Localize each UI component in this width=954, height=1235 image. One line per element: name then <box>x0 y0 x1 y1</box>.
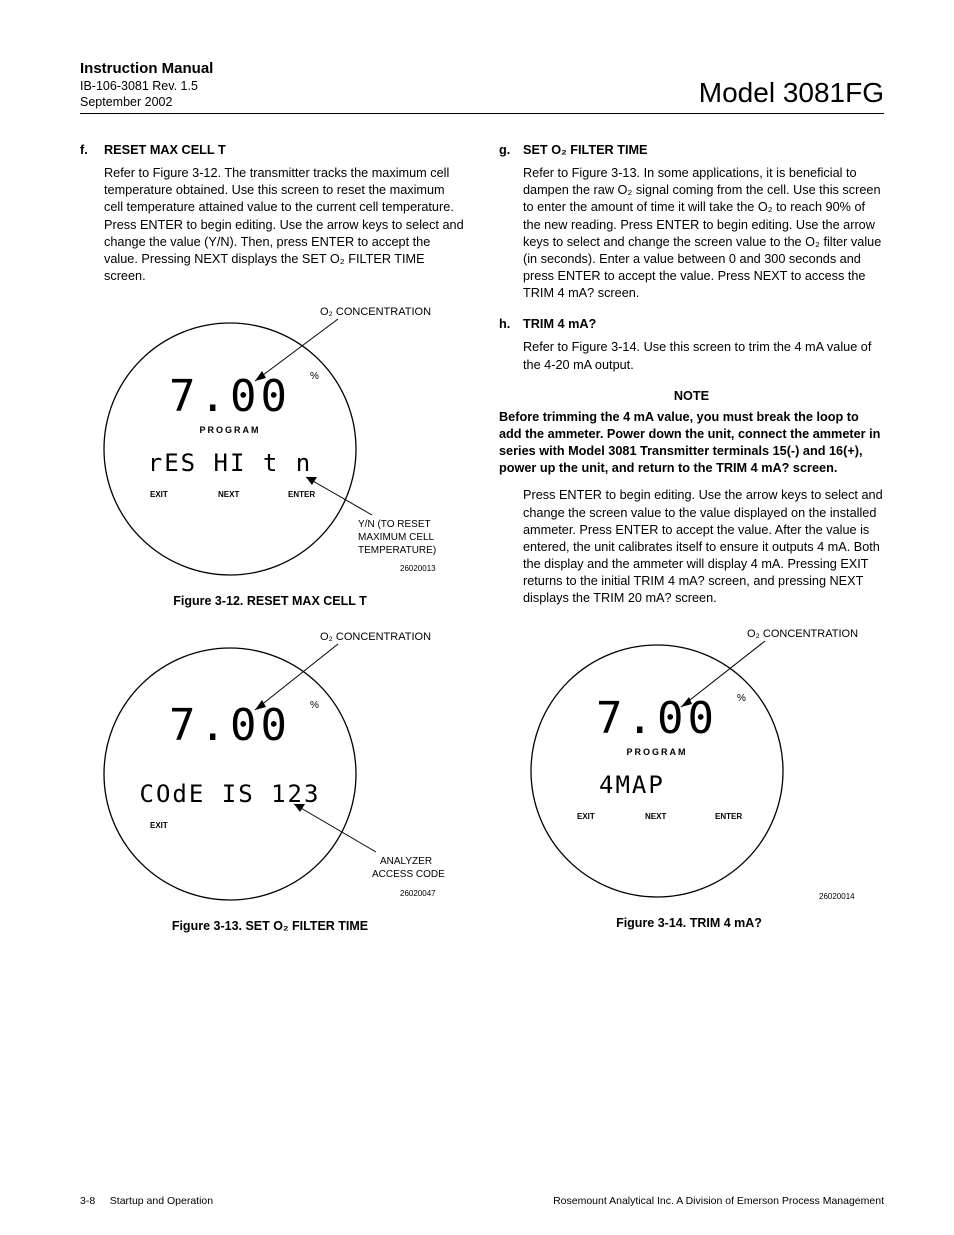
callout-top-14: O₂ CONCENTRATION <box>747 628 858 640</box>
mode-label-12: PROGRAM <box>200 425 261 435</box>
section-title-h: TRIM 4 mA? <box>523 316 596 333</box>
footer-right: Rosemount Analytical Inc. A Division of … <box>553 1195 884 1207</box>
header-row: Instruction Manual IB-106-3081 Rev. 1.5 … <box>80 60 884 114</box>
display-unit-12: % <box>310 371 319 382</box>
btn-exit-13: EXIT <box>150 821 168 830</box>
footer-page-num: 3-8 <box>80 1195 95 1207</box>
doc-date: September 2002 <box>80 95 213 109</box>
footer: 3-8 Startup and Operation Rosemount Anal… <box>80 1195 884 1207</box>
callout-right-12b: MAXIMUM CELL <box>358 532 435 543</box>
figure-3-12: O₂ CONCENTRATION 7.00 % PROGRAM rES HI t… <box>80 299 460 610</box>
callout-top-12: O₂ CONCENTRATION <box>320 306 431 318</box>
mode-label-14: PROGRAM <box>627 747 688 757</box>
page: Instruction Manual IB-106-3081 Rev. 1.5 … <box>0 0 954 1235</box>
figure-3-13-svg: O₂ CONCENTRATION 7.00 % COdE IS 123 EXIT… <box>80 624 460 914</box>
header-left-block: Instruction Manual IB-106-3081 Rev. 1.5 … <box>80 60 213 109</box>
callout-right-13b: ACCESS CODE <box>372 869 445 880</box>
display-main-14: 7.00 <box>596 693 718 744</box>
fig-caption-13: Figure 3-13. SET O₂ FILTER TIME <box>80 918 460 935</box>
fig-caption-12: Figure 3-12. RESET MAX CELL T <box>80 593 460 610</box>
fig-caption-14: Figure 3-14. TRIM 4 mA? <box>499 915 879 932</box>
doc-id: IB-106-3081 Rev. 1.5 <box>80 79 213 93</box>
btn-enter-14: ENTER <box>715 812 742 821</box>
figure-3-12-svg: O₂ CONCENTRATION 7.00 % PROGRAM rES HI t… <box>80 299 460 589</box>
callout-right-12c: TEMPERATURE) <box>358 545 436 556</box>
manual-title: Instruction Manual <box>80 60 213 77</box>
section-title-g: SET O₂ FILTER TIME <box>523 142 648 159</box>
display-secondary-13: COdE IS 123 <box>140 780 321 808</box>
display-unit-13: % <box>310 700 319 711</box>
model-title: Model 3081FG <box>699 77 884 109</box>
figure-3-13: O₂ CONCENTRATION 7.00 % COdE IS 123 EXIT… <box>80 624 460 935</box>
left-column: f. RESET MAX CELL T Refer to Figure 3-12… <box>80 142 465 949</box>
section-title-f: RESET MAX CELL T <box>104 142 226 159</box>
display-secondary-14: 4MAP <box>599 771 665 799</box>
btn-next-14: NEXT <box>645 812 666 821</box>
display-secondary-12: rES HI t n <box>148 449 313 477</box>
btn-exit-14: EXIT <box>577 812 595 821</box>
footer-left: 3-8 Startup and Operation <box>80 1195 213 1207</box>
note-body: Before trimming the 4 mA value, you must… <box>499 409 884 478</box>
callout-right-13a: ANALYZER <box>380 856 432 867</box>
fig-id-13: 26020047 <box>400 889 436 898</box>
section-letter-f: f. <box>80 142 94 159</box>
footer-section: Startup and Operation <box>110 1195 213 1207</box>
note-title: NOTE <box>499 388 884 405</box>
btn-next-12: NEXT <box>218 490 239 499</box>
section-letter-g: g. <box>499 142 513 159</box>
display-unit-14: % <box>737 693 746 704</box>
display-main-13: 7.00 <box>169 700 291 751</box>
section-body-h1: Refer to Figure 3-14. Use this screen to… <box>523 339 884 373</box>
btn-enter-12: ENTER <box>288 490 315 499</box>
display-main-12: 7.00 <box>169 371 291 422</box>
callout-right-12a: Y/N (TO RESET <box>358 519 431 530</box>
body-columns: f. RESET MAX CELL T Refer to Figure 3-12… <box>80 142 884 949</box>
section-body-f: Refer to Figure 3-12. The transmitter tr… <box>104 165 465 285</box>
fig-id-12: 26020013 <box>400 564 436 573</box>
callout-top-13: O₂ CONCENTRATION <box>320 631 431 643</box>
right-column: g. SET O₂ FILTER TIME Refer to Figure 3-… <box>499 142 884 949</box>
fig-id-14: 26020014 <box>819 892 855 901</box>
figure-3-14-svg: O₂ CONCENTRATION 7.00 % PROGRAM 4MAP EXI… <box>499 621 879 911</box>
section-letter-h: h. <box>499 316 513 333</box>
section-body-h2: Press ENTER to begin editing. Use the ar… <box>523 487 884 607</box>
btn-exit-12: EXIT <box>150 490 168 499</box>
figure-3-14: O₂ CONCENTRATION 7.00 % PROGRAM 4MAP EXI… <box>499 621 879 932</box>
section-body-g: Refer to Figure 3-13. In some applicatio… <box>523 165 884 302</box>
